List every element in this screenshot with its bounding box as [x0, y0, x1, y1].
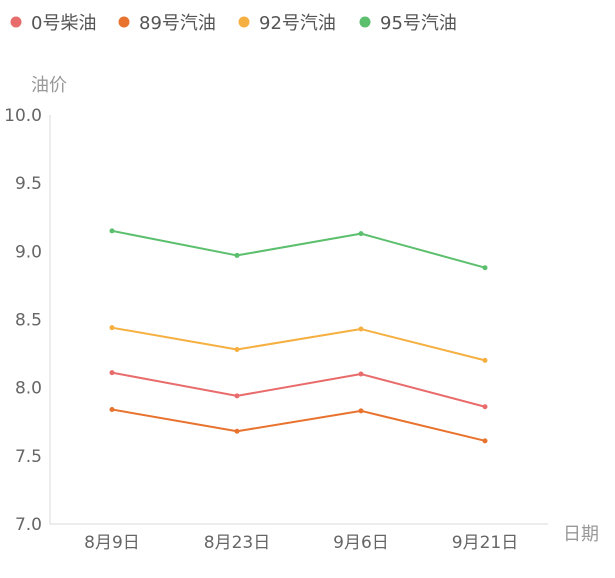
y-tick-label: 9.0	[15, 242, 42, 262]
x-tick-label: 9月21日	[452, 533, 518, 553]
data-point[interactable]	[482, 265, 488, 271]
legend-item[interactable]: 92号汽油	[238, 13, 336, 34]
data-point[interactable]	[234, 393, 240, 399]
legend-marker	[359, 16, 371, 28]
series-1	[109, 370, 488, 410]
y-tick-labels: 7.0 7.5 8.0 8.5 9.0 9.5 10.0	[4, 106, 42, 535]
data-point[interactable]	[234, 428, 240, 434]
legend-item[interactable]: 0号柴油	[10, 13, 97, 34]
data-point[interactable]	[234, 252, 240, 258]
data-point[interactable]	[482, 404, 488, 410]
legend-marker	[238, 16, 250, 28]
data-point[interactable]	[109, 325, 115, 331]
y-tick-label: 8.5	[15, 311, 42, 331]
series-line	[111, 408, 486, 442]
data-point[interactable]	[109, 370, 115, 376]
data-point[interactable]	[109, 228, 115, 234]
legend-marker	[118, 16, 130, 28]
y-tick-label: 7.0	[15, 515, 42, 535]
legend-item[interactable]: 89号汽油	[118, 13, 216, 34]
y-tick-label: 9.5	[15, 174, 42, 194]
series-2	[109, 406, 488, 444]
legend-label: 89号汽油	[139, 13, 216, 34]
x-tick-labels: 8月9日 8月23日 9月6日 9月21日	[84, 533, 518, 553]
data-point[interactable]	[482, 357, 488, 363]
series-line	[111, 326, 486, 362]
y-tick-label: 8.0	[15, 379, 42, 399]
y-tick-label: 7.5	[15, 447, 42, 467]
data-point[interactable]	[358, 371, 364, 377]
legend-label: 95号汽油	[380, 13, 457, 34]
x-tick-label: 8月23日	[204, 533, 270, 553]
x-tick-label: 9月6日	[333, 533, 389, 553]
series-line	[111, 229, 486, 269]
data-point[interactable]	[358, 231, 364, 237]
legend-item[interactable]: 95号汽油	[359, 13, 457, 34]
series-4	[109, 228, 488, 271]
y-axis-label: 油价	[31, 75, 67, 96]
y-tick-label: 10.0	[4, 106, 42, 126]
data-point[interactable]	[234, 346, 240, 352]
legend: 0号柴油 89号汽油 92号汽油 95号汽油	[10, 13, 457, 34]
x-axis-label: 日期	[563, 524, 599, 545]
data-point[interactable]	[109, 406, 115, 412]
legend-marker	[10, 16, 22, 28]
data-point[interactable]	[358, 326, 364, 332]
legend-label: 92号汽油	[259, 13, 336, 34]
legend-label: 0号柴油	[31, 13, 96, 34]
series-layer	[109, 228, 488, 444]
data-point[interactable]	[482, 438, 488, 444]
series-3	[109, 325, 488, 363]
series-line	[111, 371, 486, 408]
data-point[interactable]	[358, 408, 364, 414]
x-tick-label: 8月9日	[84, 533, 140, 553]
